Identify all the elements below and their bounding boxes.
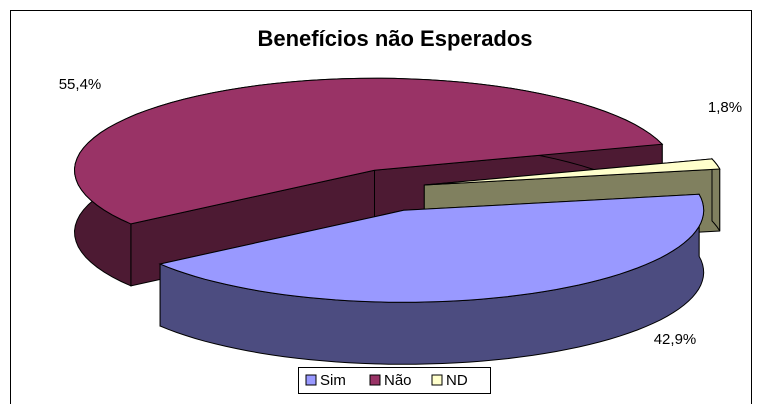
slice-top: [158, 193, 705, 303]
chart-title: Benefícios não Esperados: [257, 26, 532, 51]
slice-top: [424, 158, 721, 186]
legend-label: ND: [446, 372, 468, 389]
legend-label: Não: [384, 372, 412, 389]
data-label: 55,4%: [59, 76, 102, 93]
legend-swatch: [305, 374, 317, 386]
data-label: 1,8%: [708, 99, 742, 116]
pie-slice: [158, 193, 705, 365]
legend-swatch: [431, 374, 443, 386]
legend-swatch: [369, 374, 381, 386]
legend-box: [298, 367, 491, 394]
data-label: 42,9%: [654, 331, 697, 348]
legend-label: Sim: [320, 372, 346, 389]
slice-top: [73, 77, 664, 225]
